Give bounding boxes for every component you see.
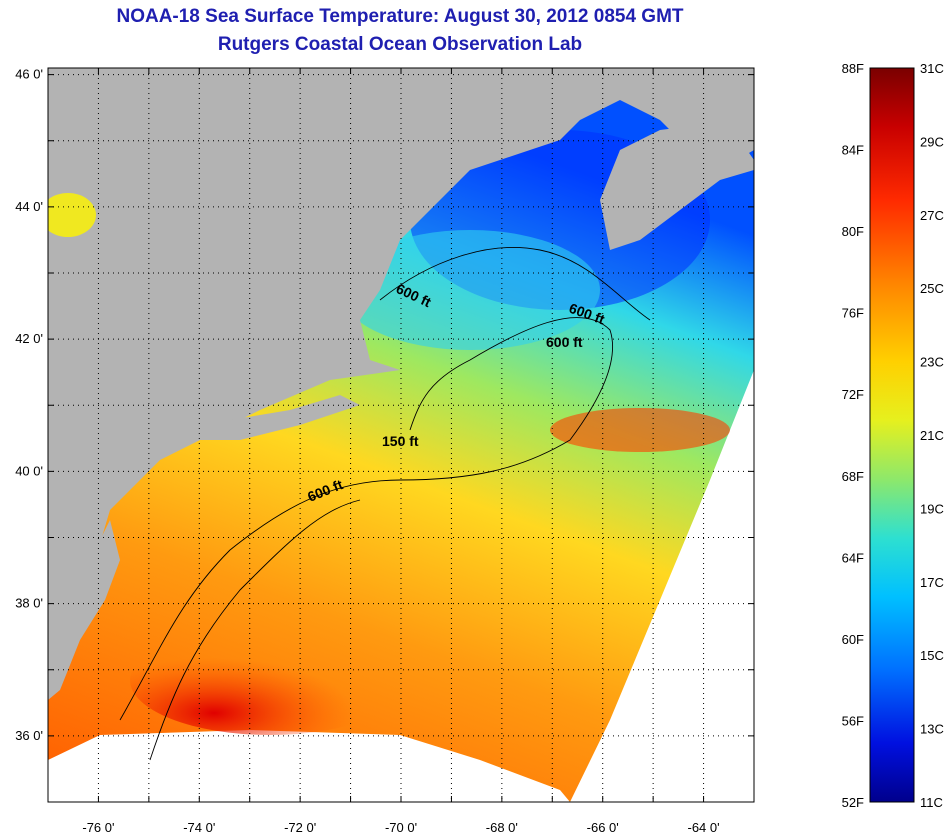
colorbar-c-label: 15C [920,648,944,663]
contour-line [149,499,361,761]
lat-tick-label: 36 0' [15,728,43,743]
colorbar-f-label: 76F [842,306,864,321]
colorbar-f-label: 84F [842,143,864,158]
colorbar-c-label: 29C [920,134,944,149]
colorbar-c-label: 25C [920,281,944,296]
longitude-labels: -76 0' -74 0' -72 0' -70 0' -68 0' -66 0' -64 … [82,820,719,835]
colorbar-fahrenheit-labels: 88F 84F 80F 76F 72F 68F 64F 60F 56F 52F [842,61,864,810]
colorbar [869,67,915,803]
map-subtitle: Rutgers Coastal Ocean Observation Lab [217,34,583,55]
colorbar-f-label: 56F [842,713,864,728]
contour-line [379,247,651,321]
no-data-south [48,730,570,802]
colorbar-f-label: 88F [842,61,864,76]
land-delmarva [48,520,120,700]
colorbar-c-label: 17C [920,575,944,590]
lon-tick-label: -64 0' [688,820,720,835]
colorbar-celsius-labels: 31C 29C 27C 25C 23C 21C 19C 17C 15C 13C 11C [920,61,944,810]
gulf-of-maine [340,230,600,350]
lon-tick-label: -74 0' [183,820,215,835]
land-long-island [190,395,360,440]
colorbar-c-label: 31C [920,61,944,76]
colorbar-f-label: 64F [842,550,864,565]
lon-tick-label: -66 0' [587,820,619,835]
land-nova-scotia [600,125,754,250]
colorbar-c-label: 13C [920,722,944,737]
contour-label-4: 150 ft [382,433,419,449]
colorbar-f-label: 52F [842,795,864,810]
bathymetry-contours [119,247,651,761]
colorbar-f-label: 72F [842,387,864,402]
colorbar-f-label: 68F [842,469,864,484]
colorbar-c-label: 23C [920,355,944,370]
axis-ticks [48,68,755,802]
land [48,68,754,650]
lat-tick-label: 38 0' [15,596,43,611]
map-imagery [48,68,754,802]
lake [48,193,96,237]
warm-core [130,625,410,735]
lon-tick-label: -70 0' [385,820,417,835]
lon-tick-label: -76 0' [82,820,114,835]
colorbar-c-label: 11C [920,795,943,810]
colorbar-c-label: 21C [920,428,944,443]
lon-tick-label: -68 0' [486,820,518,835]
no-data-region [570,370,754,802]
lon-tick-label: -72 0' [284,820,316,835]
map-title: NOAA-18 Sea Surface Temperature: August … [116,6,684,27]
warm-filament [550,408,730,452]
colorbar-c-label: 27C [920,208,944,223]
colorbar-c-label: 19C [920,501,944,516]
colorbar-f-label: 80F [842,224,864,239]
contour-line [119,317,614,721]
lat-tick-label: 40 0' [15,463,43,478]
lat-tick-label: 44 0' [15,199,43,214]
latitude-labels: 46 0' 44 0' 42 0' 40 0' 38 0' 36 0' [15,67,43,743]
lat-tick-label: 42 0' [15,331,43,346]
colorbar-f-label: 60F [842,632,864,647]
lat-tick-label: 46 0' [15,67,43,82]
contour-label-3: 600 ft [546,334,583,350]
